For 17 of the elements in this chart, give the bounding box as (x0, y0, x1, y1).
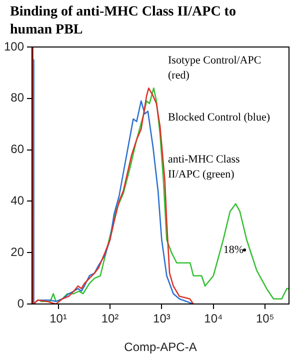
annotation: 18% (223, 244, 244, 256)
y-tick-label: 100 (4, 39, 24, 54)
annotation: Isotype Control/APC (red) (168, 54, 262, 82)
x-tick-label: 10¹ (50, 312, 67, 326)
y-tick-label: 40 (10, 194, 24, 208)
y-tick-label: 80 (10, 90, 24, 105)
y-tick-label: 20 (10, 244, 24, 259)
y-tick-label: 0 (17, 296, 24, 310)
annotation: Blocked Control (blue) (168, 111, 270, 124)
y-tick-label: 60 (10, 142, 24, 156)
x-axis-title: Comp-APC-A (124, 340, 197, 354)
chart-title: Binding of anti-MHC Class II/APC to human PBL (10, 4, 236, 38)
x-tick-label: 10² (101, 312, 119, 326)
x-tick-label: 10⁴ (204, 312, 223, 326)
annotation: anti-MHC Class II/APC (green) (168, 153, 240, 180)
x-tick-label: 10³ (153, 312, 170, 326)
x-tick-label: 10⁵ (256, 312, 274, 326)
